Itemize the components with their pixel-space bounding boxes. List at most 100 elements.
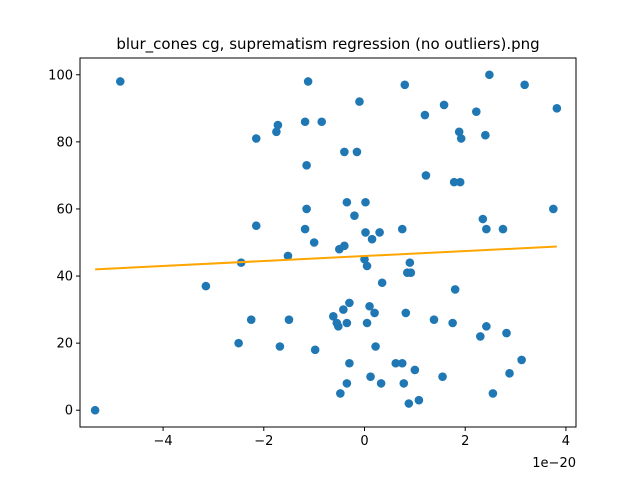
- data-point: [355, 97, 364, 106]
- data-point: [345, 358, 354, 368]
- data-point: [397, 358, 407, 368]
- data-point: [401, 308, 411, 318]
- data-point: [284, 315, 294, 324]
- data-point: [365, 301, 374, 311]
- y-axis: 0 20 40 60 80 100: [48, 68, 80, 419]
- data-point: [476, 332, 485, 341]
- data-point: [251, 221, 261, 231]
- data-point: [300, 224, 310, 234]
- data-point: [342, 379, 352, 388]
- data-point: [342, 318, 352, 328]
- data-point: [283, 251, 293, 261]
- y-tick-label: 100: [48, 68, 73, 83]
- data-point: [302, 204, 311, 214]
- data-point: [549, 204, 558, 214]
- data-point: [273, 120, 283, 130]
- x-tick-label: 4: [562, 434, 570, 449]
- x-tick-label: −4: [154, 434, 173, 449]
- data-point: [362, 261, 372, 271]
- data-point: [456, 134, 466, 143]
- y-tick-label: 0: [65, 404, 73, 419]
- data-point: [371, 342, 380, 351]
- data-point: [362, 318, 372, 328]
- data-point: [517, 355, 526, 365]
- data-point: [391, 358, 401, 368]
- regression-line: [95, 245, 557, 271]
- data-point: [361, 228, 370, 237]
- data-point: [472, 107, 481, 116]
- plot-area: [90, 70, 562, 415]
- axes-frame: [79, 57, 577, 428]
- data-point: [482, 224, 491, 234]
- data-point: [300, 117, 310, 127]
- data-point: [478, 214, 488, 224]
- data-point: [234, 338, 243, 348]
- y-tick-label: 80: [56, 135, 73, 150]
- data-point: [340, 147, 349, 157]
- x-tick-label: 2: [461, 434, 469, 449]
- data-point: [340, 241, 349, 251]
- data-point: [552, 104, 562, 113]
- data-point: [406, 268, 416, 277]
- data-point: [246, 315, 256, 324]
- data-point: [449, 177, 459, 187]
- data-point: [404, 399, 414, 408]
- data-point: [339, 305, 348, 314]
- data-point: [410, 365, 420, 375]
- data-point: [429, 315, 439, 324]
- x-tick-label: 0: [360, 434, 368, 449]
- data-point: [366, 372, 375, 381]
- data-point: [115, 77, 125, 86]
- data-point: [345, 298, 354, 308]
- x-tick-label: −2: [254, 434, 273, 449]
- data-point: [377, 278, 387, 288]
- data-point: [455, 177, 465, 187]
- data-point: [450, 285, 460, 294]
- data-point: [302, 161, 311, 170]
- data-point: [272, 127, 281, 137]
- data-point: [251, 134, 261, 143]
- data-point: [421, 171, 431, 180]
- y-tick-label: 20: [56, 337, 73, 352]
- data-point: [309, 238, 319, 247]
- data-point: [505, 369, 514, 378]
- data-point: [488, 389, 498, 398]
- data-point: [448, 318, 457, 328]
- chart-title: blur_cones cg, suprematism regression (n…: [116, 35, 539, 54]
- data-point: [275, 342, 285, 351]
- data-point: [439, 100, 449, 110]
- x-axis: −4 −2 0 2 4: [154, 427, 570, 449]
- data-point: [336, 389, 345, 398]
- data-point: [376, 379, 386, 388]
- data-point: [303, 77, 313, 86]
- data-point: [352, 147, 362, 157]
- x-offset-label: 1e−20: [532, 456, 576, 471]
- data-point: [400, 80, 410, 90]
- data-point: [520, 80, 529, 90]
- data-point: [485, 70, 494, 80]
- data-point: [481, 130, 490, 140]
- data-point: [438, 372, 447, 381]
- data-point: [375, 228, 384, 237]
- data-point: [367, 234, 377, 244]
- data-point: [405, 258, 415, 267]
- data-point: [370, 308, 379, 318]
- data-point: [414, 395, 424, 405]
- data-point: [334, 322, 343, 331]
- data-point: [498, 224, 508, 234]
- data-point: [420, 110, 430, 120]
- y-tick-label: 60: [56, 202, 73, 217]
- data-point: [361, 197, 370, 207]
- data-point: [454, 127, 464, 137]
- data-point: [310, 345, 320, 355]
- data-point: [201, 281, 211, 291]
- data-point: [317, 117, 327, 127]
- data-point: [482, 322, 491, 331]
- data-point: [342, 197, 352, 207]
- y-tick-label: 40: [56, 270, 73, 285]
- data-point: [397, 224, 407, 234]
- data-point: [350, 211, 359, 220]
- data-point: [90, 405, 100, 415]
- data-point: [399, 379, 409, 388]
